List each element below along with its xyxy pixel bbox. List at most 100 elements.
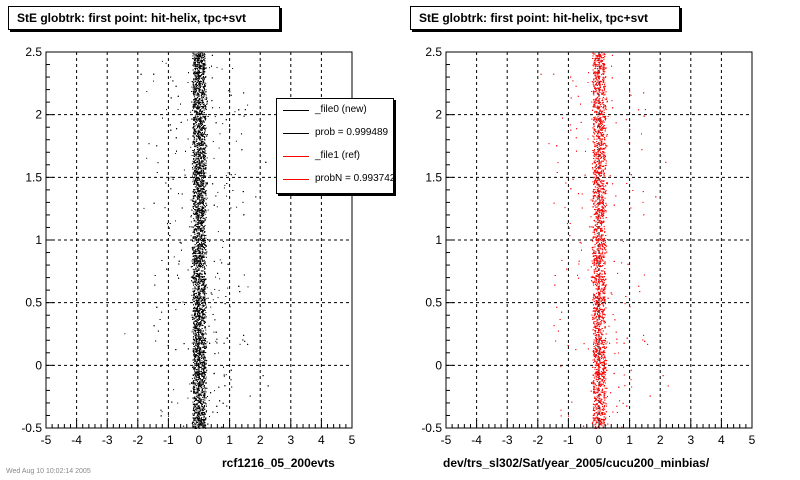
data-point — [198, 135, 200, 137]
data-point — [180, 103, 181, 105]
data-point — [195, 61, 196, 63]
data-point — [204, 240, 205, 242]
data-point — [196, 124, 198, 126]
data-point — [198, 229, 200, 231]
data-point — [192, 290, 194, 292]
data-point — [201, 189, 203, 191]
data-point — [223, 375, 225, 377]
data-point — [196, 162, 198, 164]
data-point — [201, 305, 203, 307]
data-point — [200, 184, 202, 186]
data-point — [197, 112, 199, 114]
data-point — [218, 289, 220, 291]
data-point — [201, 149, 203, 151]
data-point — [201, 205, 203, 207]
data-point — [203, 415, 205, 417]
data-point — [201, 106, 203, 108]
data-point — [202, 220, 204, 222]
data-point — [197, 170, 199, 172]
data-point — [205, 172, 207, 174]
data-point — [197, 62, 199, 64]
data-point — [202, 55, 204, 57]
data-point — [187, 397, 189, 399]
data-point — [193, 61, 195, 63]
data-point — [202, 336, 204, 338]
data-point — [197, 347, 199, 349]
data-point — [199, 250, 201, 252]
data-point — [196, 94, 198, 96]
data-point — [204, 209, 206, 211]
data-point — [200, 116, 202, 118]
data-point — [201, 132, 203, 134]
data-point — [201, 381, 203, 383]
data-point — [204, 219, 206, 221]
data-point — [198, 276, 199, 278]
data-point — [201, 424, 203, 426]
data-point — [198, 415, 200, 417]
data-point — [193, 73, 195, 75]
data-point — [192, 175, 193, 177]
data-point — [197, 172, 198, 174]
data-point — [204, 117, 205, 119]
data-point — [196, 66, 198, 68]
data-point — [199, 336, 201, 338]
data-point — [204, 84, 205, 86]
data-point — [196, 270, 198, 272]
data-point — [193, 291, 194, 293]
data-point — [202, 394, 204, 396]
data-point — [197, 184, 199, 186]
data-point — [194, 203, 196, 205]
data-point — [199, 134, 201, 136]
data-point — [194, 335, 196, 337]
data-point — [194, 110, 196, 112]
data-point — [200, 255, 202, 257]
data-point — [193, 349, 195, 351]
data-point — [202, 145, 204, 147]
data-point — [201, 423, 203, 425]
data-point — [194, 287, 196, 289]
data-point — [202, 399, 204, 401]
data-point — [219, 278, 221, 280]
data-point — [197, 249, 199, 251]
data-point — [194, 250, 196, 252]
data-point — [199, 130, 201, 132]
data-point — [195, 202, 197, 203]
data-point — [193, 57, 195, 59]
data-point — [203, 229, 205, 231]
data-point — [193, 300, 195, 302]
data-point — [199, 138, 200, 140]
data-point — [204, 68, 206, 70]
data-point — [197, 423, 199, 425]
data-point — [202, 141, 204, 142]
data-point — [201, 376, 203, 377]
data-point — [197, 78, 199, 79]
data-point — [193, 271, 195, 273]
data-point — [198, 324, 200, 326]
data-point — [199, 208, 201, 210]
data-point — [195, 127, 197, 129]
data-point — [200, 418, 202, 420]
data-point — [173, 256, 175, 258]
data-point — [194, 363, 195, 365]
data-point — [205, 134, 206, 136]
data-point — [201, 281, 203, 283]
data-point — [194, 97, 196, 99]
data-point — [192, 278, 194, 279]
data-point — [194, 371, 196, 373]
data-point — [194, 114, 196, 116]
data-point — [198, 386, 200, 388]
data-point — [173, 389, 175, 391]
scatter-series — [124, 52, 269, 429]
data-point — [192, 143, 194, 145]
data-point — [196, 274, 198, 276]
data-point — [194, 290, 196, 292]
data-point — [202, 195, 204, 196]
data-point — [197, 384, 199, 386]
data-point — [202, 232, 204, 234]
data-point — [203, 103, 205, 105]
data-point — [197, 311, 199, 313]
data-point — [197, 164, 199, 166]
data-point — [189, 383, 191, 385]
data-point — [195, 159, 197, 161]
data-point — [200, 100, 202, 101]
